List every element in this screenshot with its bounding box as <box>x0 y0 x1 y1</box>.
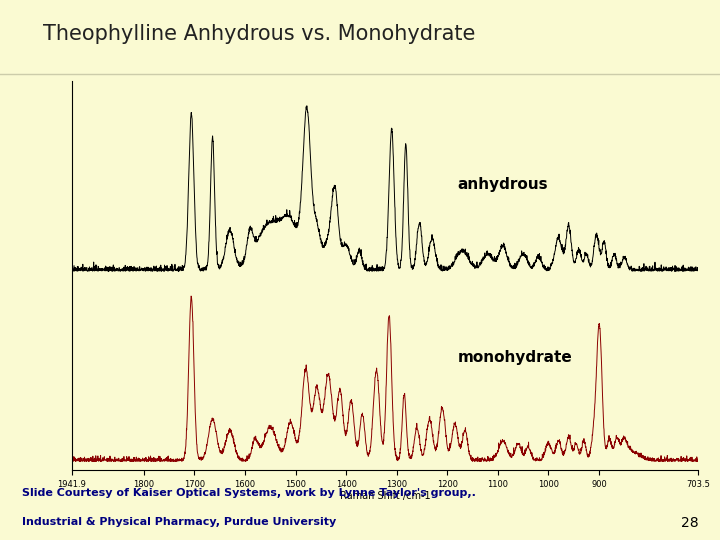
X-axis label: Raman Shift /cm-1: Raman Shift /cm-1 <box>340 491 431 501</box>
Text: anhydrous: anhydrous <box>457 177 548 192</box>
Text: Industrial & Physical Pharmacy, Purdue University: Industrial & Physical Pharmacy, Purdue U… <box>22 517 336 528</box>
Text: Theophylline Anhydrous vs. Monohydrate: Theophylline Anhydrous vs. Monohydrate <box>43 24 476 44</box>
Text: Slide Courtesy of Kaiser Optical Systems, work by Lynne Taylor's group,.: Slide Courtesy of Kaiser Optical Systems… <box>22 488 475 498</box>
Text: 28: 28 <box>681 516 698 530</box>
Text: monohydrate: monohydrate <box>457 350 572 365</box>
